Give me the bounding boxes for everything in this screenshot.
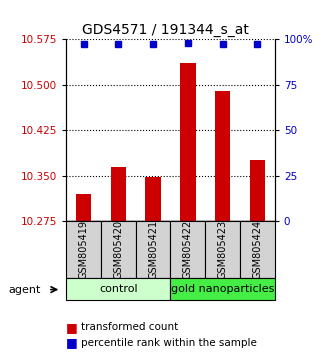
Text: control: control [99,284,138,294]
Bar [240,221,275,278]
Bar [101,221,136,278]
Text: gold nanoparticles: gold nanoparticles [171,284,274,294]
Bar [170,221,205,278]
Bar [170,278,275,300]
Text: percentile rank within the sample: percentile rank within the sample [81,338,257,348]
Bar [76,194,91,221]
Bar [180,63,196,221]
Text: ■: ■ [66,337,78,349]
Bar [111,166,126,221]
Text: GSM805422: GSM805422 [183,220,193,279]
Bar [205,221,240,278]
Text: GDS4571 / 191344_s_at: GDS4571 / 191344_s_at [82,23,249,37]
Text: agent: agent [8,285,41,295]
Text: GSM805419: GSM805419 [78,220,89,279]
Bar [66,221,101,278]
Bar [250,160,265,221]
Text: GSM805423: GSM805423 [217,220,228,279]
Text: transformed count: transformed count [81,322,178,332]
Bar [145,177,161,221]
Text: GSM805424: GSM805424 [252,220,262,279]
Bar [66,278,170,300]
Text: GSM805421: GSM805421 [148,220,158,279]
Bar [136,221,170,278]
Text: GSM805420: GSM805420 [113,220,123,279]
Text: ■: ■ [66,321,78,334]
Bar [215,91,230,221]
